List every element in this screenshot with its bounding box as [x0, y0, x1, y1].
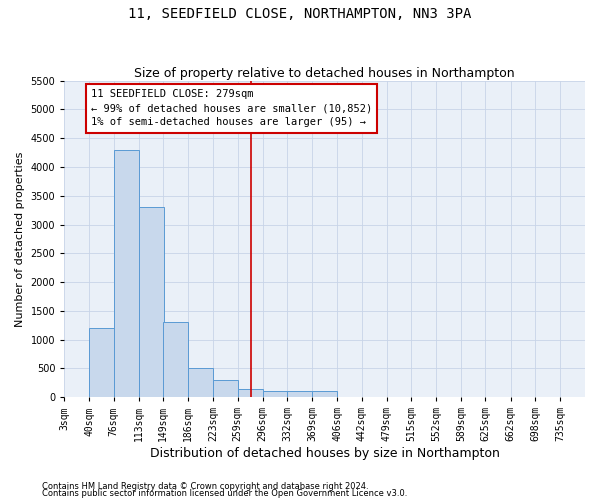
- Text: 11 SEEDFIELD CLOSE: 279sqm
← 99% of detached houses are smaller (10,852)
1% of s: 11 SEEDFIELD CLOSE: 279sqm ← 99% of deta…: [91, 90, 372, 128]
- Text: Contains public sector information licensed under the Open Government Licence v3: Contains public sector information licen…: [42, 489, 407, 498]
- Bar: [163, 322, 188, 397]
- Bar: [238, 388, 263, 397]
- Text: 11, SEEDFIELD CLOSE, NORTHAMPTON, NN3 3PA: 11, SEEDFIELD CLOSE, NORTHAMPTON, NN3 3P…: [128, 8, 472, 22]
- Bar: [213, 380, 238, 397]
- Text: Contains HM Land Registry data © Crown copyright and database right 2024.: Contains HM Land Registry data © Crown c…: [42, 482, 368, 491]
- Bar: [287, 392, 312, 397]
- X-axis label: Distribution of detached houses by size in Northampton: Distribution of detached houses by size …: [150, 447, 500, 460]
- Bar: [89, 328, 115, 397]
- Title: Size of property relative to detached houses in Northampton: Size of property relative to detached ho…: [134, 66, 515, 80]
- Y-axis label: Number of detached properties: Number of detached properties: [15, 151, 25, 326]
- Bar: [312, 392, 337, 397]
- Bar: [188, 368, 213, 397]
- Bar: [114, 150, 139, 397]
- Bar: [139, 208, 164, 397]
- Bar: [263, 392, 288, 397]
